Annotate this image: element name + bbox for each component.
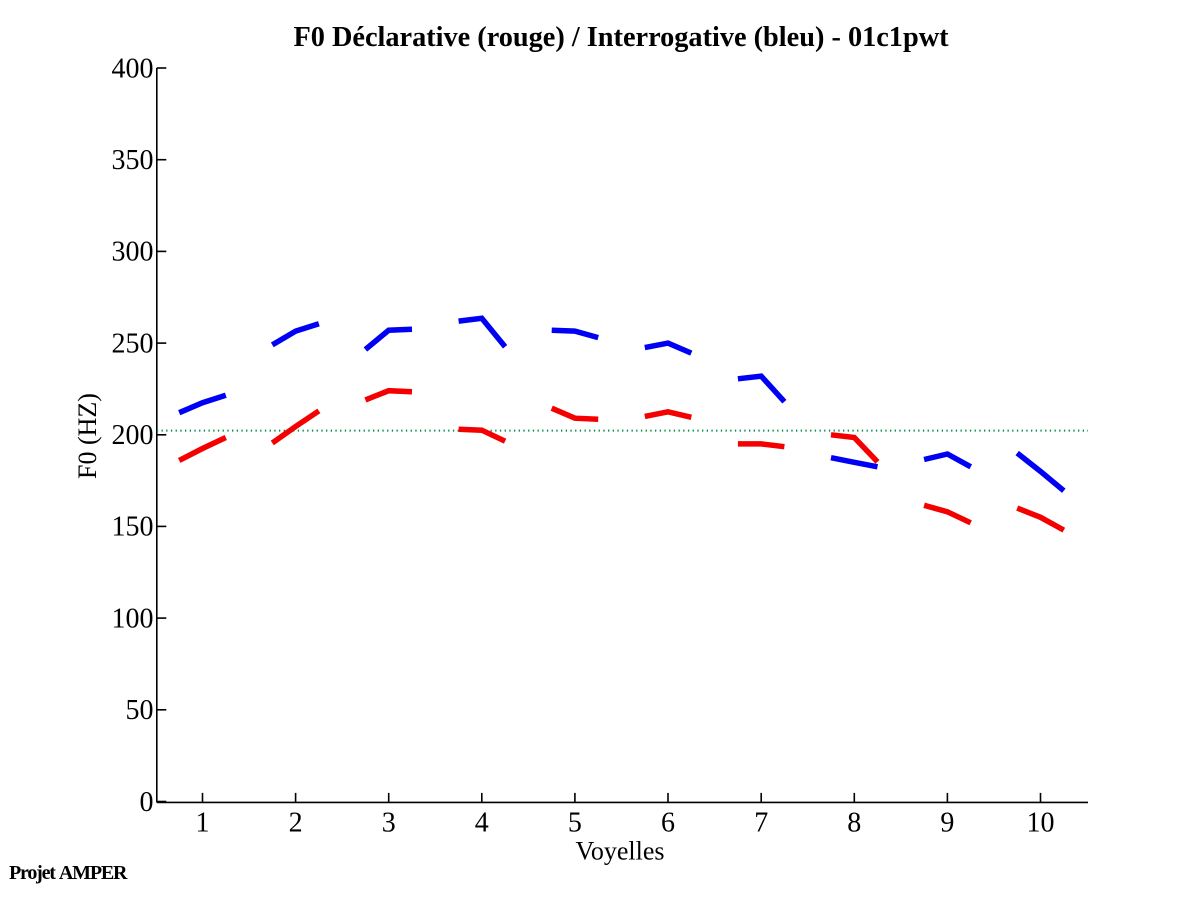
svg-text:8: 8 (847, 808, 861, 839)
svg-text:350: 350 (112, 145, 154, 176)
svg-text:4: 4 (475, 808, 489, 839)
svg-text:9: 9 (940, 808, 954, 839)
svg-text:F0 Déclarative (rouge) / Inter: F0 Déclarative (rouge) / Interrogative (… (293, 22, 949, 53)
svg-text:F0 (HZ): F0 (HZ) (73, 393, 102, 479)
svg-text:0: 0 (140, 787, 154, 818)
svg-text:250: 250 (112, 328, 154, 359)
svg-text:5: 5 (568, 808, 582, 839)
svg-text:6: 6 (661, 808, 675, 839)
svg-text:3: 3 (382, 808, 396, 839)
svg-text:1: 1 (196, 808, 210, 839)
svg-text:100: 100 (112, 603, 154, 634)
svg-text:50: 50 (126, 695, 154, 726)
svg-text:Voyelles: Voyelles (575, 837, 664, 866)
svg-text:400: 400 (112, 53, 154, 84)
svg-text:150: 150 (112, 512, 154, 543)
svg-text:200: 200 (112, 420, 154, 451)
svg-text:10: 10 (1027, 808, 1055, 839)
svg-text:7: 7 (754, 808, 768, 839)
svg-text:300: 300 (112, 237, 154, 268)
svg-text:2: 2 (289, 808, 303, 839)
svg-text:Projet AMPER: Projet AMPER (9, 862, 128, 884)
